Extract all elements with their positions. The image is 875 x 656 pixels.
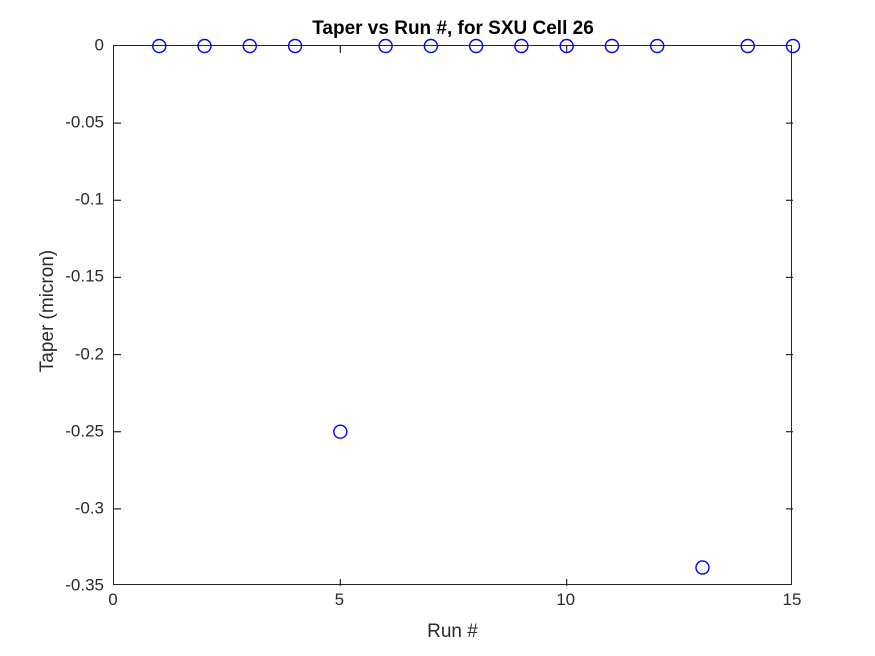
y-tick-label: -0.25 (65, 421, 104, 441)
plot-svg (114, 38, 801, 586)
data-point-marker (378, 38, 393, 54)
x-axis-label: Run # (427, 621, 478, 642)
y-tick-label: -0.35 (65, 575, 104, 595)
data-point-marker (242, 38, 258, 54)
data-point-marker (650, 38, 665, 54)
y-axis-ticks (114, 122, 793, 510)
y-tick-label: -0.3 (74, 498, 104, 518)
y-tick-label: -0.1 (74, 189, 104, 209)
x-tick-label: 10 (556, 590, 576, 609)
data-point-marker (468, 38, 484, 54)
x-tick-label: 15 (782, 590, 802, 609)
y-tick-label: -0.2 (74, 344, 104, 364)
x-tick-label: 0 (108, 590, 118, 609)
y-tick-label: -0.15 (65, 266, 104, 286)
data-point-marker (197, 38, 212, 54)
data-point-marker (287, 38, 303, 54)
y-axis-tick-labels: 0 -0.05 -0.1 -0.15 -0.2 -0.25 -0.3 -0.35 (0, 37, 104, 594)
data-point-marker (695, 560, 710, 575)
data-point-marker (514, 38, 529, 54)
x-axis-tick-labels: 0 5 10 15 (108, 590, 801, 615)
y-tick-label: -0.05 (65, 112, 104, 132)
y-axis-label: Taper (micron) (37, 249, 58, 373)
data-point-marker (604, 38, 620, 54)
plot-area (113, 38, 801, 586)
data-point-marker (785, 38, 801, 54)
y-tick-label: 0 (94, 35, 104, 55)
data-point-marker (740, 38, 755, 54)
data-point-marker (423, 38, 439, 54)
data-point-marker (152, 38, 167, 54)
data-point-marker (333, 424, 348, 439)
x-axis-ticks (339, 46, 568, 586)
scatter-markers (152, 38, 801, 575)
chart-title: Taper vs Run #, for SXU Cell 26 (312, 18, 594, 39)
data-point-marker (559, 38, 574, 54)
x-tick-label: 5 (334, 590, 345, 609)
